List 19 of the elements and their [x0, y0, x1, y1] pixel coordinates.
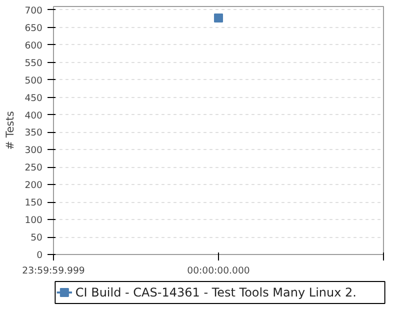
y-axis-title: # Tests: [4, 110, 17, 150]
x-tick-label: 00:00:00.000: [187, 266, 250, 276]
y-tick-label: 500: [24, 75, 43, 86]
y-tick-label: 200: [24, 180, 43, 192]
y-tick-label: 50: [30, 232, 43, 244]
y-tick-label: 250: [24, 162, 43, 174]
y-tick-label: 650: [24, 22, 43, 34]
y-tick-label: 600: [24, 40, 43, 52]
y-tick-label: 300: [24, 145, 43, 156]
y-tick-label: 550: [24, 58, 43, 69]
y-tick-label: 700: [24, 5, 43, 16]
y-tick-label: 350: [24, 128, 43, 139]
y-tick-label: 100: [24, 215, 43, 226]
y-tick-label: 450: [24, 92, 43, 104]
x-tick-label: 23:59:59.999: [22, 266, 85, 276]
y-tick-label: 0: [36, 250, 43, 261]
y-tick-label: 400: [24, 110, 43, 122]
y-tick-label: 150: [24, 198, 43, 209]
legend-label: CI Build - CAS-14361 - Test Tools Many Linux 2.: [75, 286, 357, 300]
